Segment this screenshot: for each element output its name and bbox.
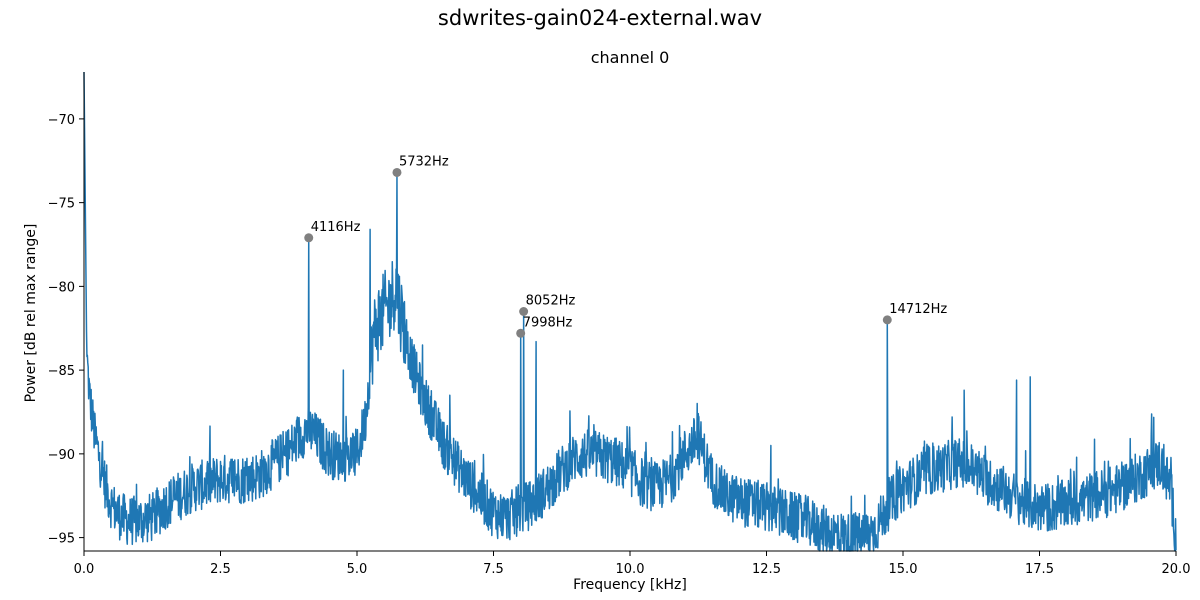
y-tick-label: −75: [48, 197, 75, 212]
x-tick-label: 2.5: [210, 562, 231, 577]
x-tick-label: 20.0: [1162, 562, 1191, 577]
x-tick-label: 7.5: [483, 562, 504, 577]
y-tick-label: −80: [48, 280, 75, 295]
peak-marker: [516, 328, 526, 338]
peak-markers-group: 4116Hz 5732Hz 7998Hz 8052Hz 14712Hz: [304, 154, 947, 338]
y-tick-label: −85: [48, 364, 75, 379]
peak-marker: [304, 233, 314, 243]
peak-label: 7998Hz: [523, 315, 573, 330]
y-tick-label: −95: [48, 532, 75, 547]
y-tick-label: −90: [48, 448, 75, 463]
x-tick-label: 17.5: [1025, 562, 1054, 577]
y-tick-label: −70: [48, 113, 75, 128]
x-tick-label: 12.5: [752, 562, 781, 577]
spectrum-line-group: [83, 71, 1177, 552]
spectrum-line: [83, 71, 1177, 552]
peak-label: 5732Hz: [399, 154, 449, 169]
figure-suptitle: sdwrites-gain024-external.wav: [437, 6, 763, 30]
axes-title: channel 0: [590, 48, 670, 67]
peak-marker: [882, 315, 892, 325]
x-tick-label: 10.0: [616, 562, 645, 577]
peak-label: 8052Hz: [526, 294, 576, 309]
x-tick-label: 0.0: [74, 562, 95, 577]
peak-marker: [392, 167, 402, 177]
x-tick-label: 5.0: [347, 562, 368, 577]
y-axis-label: Power [dB rel max range]: [23, 223, 39, 403]
x-tick-label: 15.0: [889, 562, 918, 577]
axes-group: 0.0 2.5 5.0 7.5 10.0 12.5 15.0 17.5 20.0 −95 −90 −8…: [48, 72, 1191, 577]
peak-label: 4116Hz: [311, 220, 361, 235]
peak-label: 14712Hz: [889, 302, 947, 317]
x-axis-label: Frequency [kHz]: [573, 577, 687, 593]
peak-marker: [519, 307, 529, 316]
